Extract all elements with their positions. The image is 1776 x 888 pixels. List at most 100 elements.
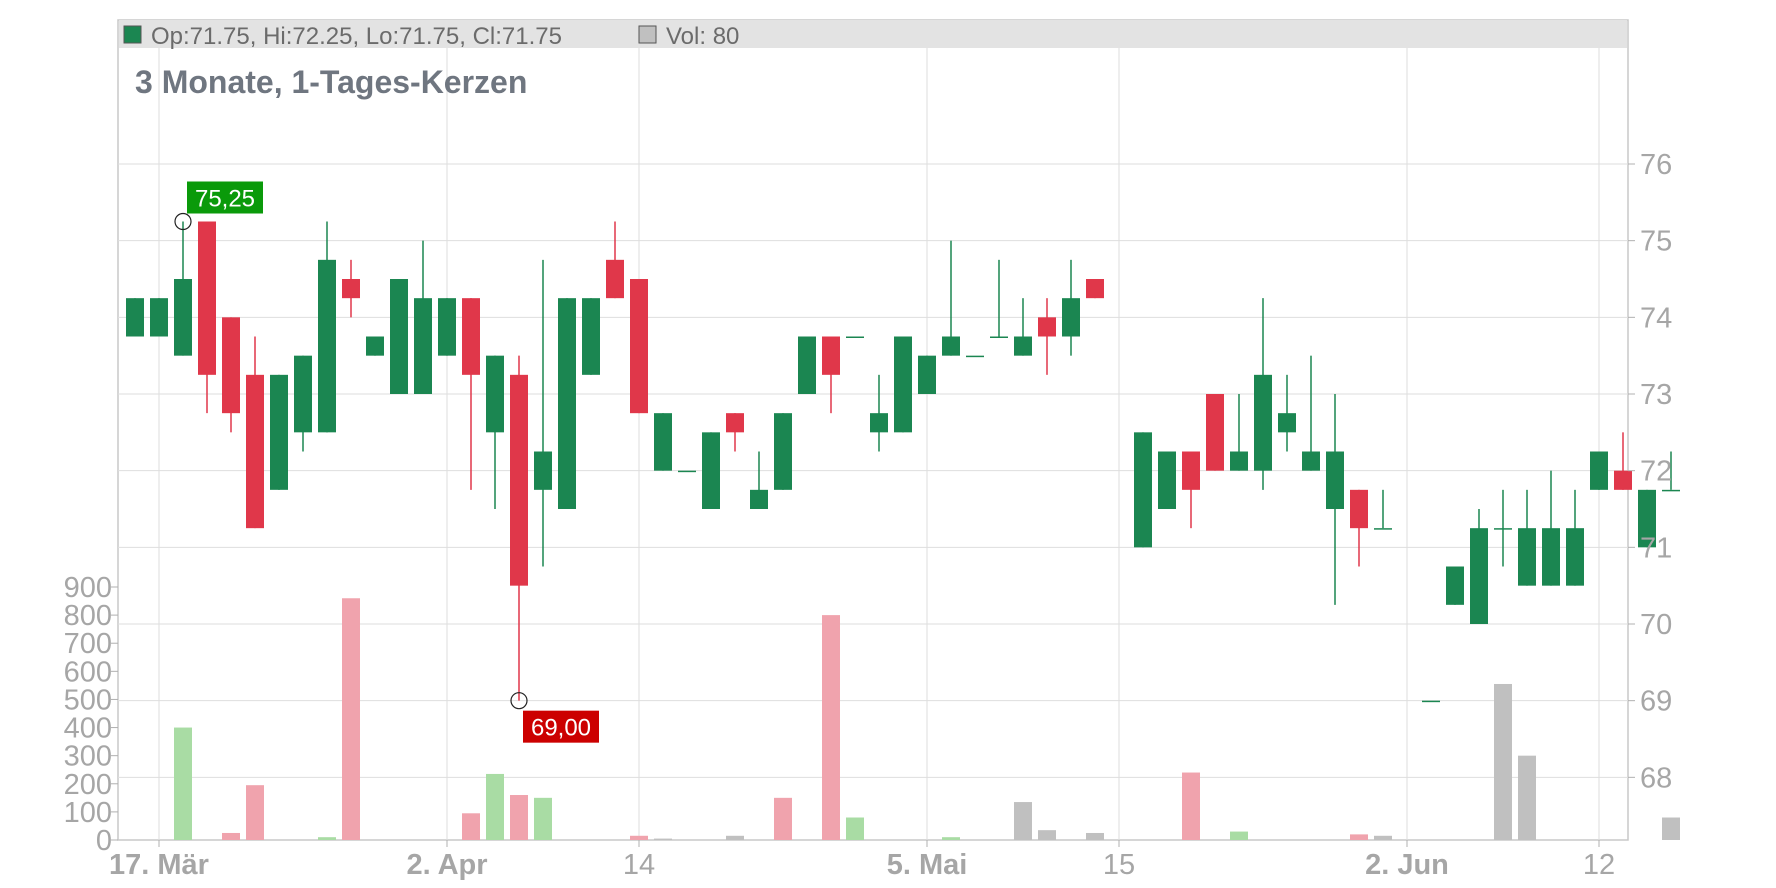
price-tick-label: 69 — [1640, 686, 1672, 718]
volume-tick-label: 800 — [64, 600, 112, 632]
candle-body — [1542, 528, 1560, 586]
candle — [1494, 489, 1512, 567]
price-tick-label: 68 — [1640, 762, 1672, 794]
candle-body — [1470, 528, 1488, 624]
volume-bar — [1230, 831, 1248, 840]
candle — [414, 240, 432, 394]
volume-bar — [1494, 683, 1512, 840]
volume-bar — [342, 598, 360, 840]
candle-body — [462, 298, 480, 375]
candle — [654, 413, 672, 471]
candle-body — [846, 336, 864, 338]
candle-body — [726, 413, 744, 433]
candle — [390, 279, 408, 394]
volume-bar — [318, 837, 336, 840]
candle-body — [990, 336, 1008, 338]
candle — [726, 413, 744, 452]
candle-body — [270, 374, 288, 490]
candle-body — [390, 279, 408, 394]
candle-body — [1326, 451, 1344, 509]
candle-body — [1206, 394, 1224, 471]
candle-body — [1422, 700, 1440, 703]
candle-body — [174, 279, 192, 356]
candle — [678, 470, 696, 473]
volume-bar — [1518, 755, 1536, 840]
candle-body — [822, 336, 840, 375]
candle — [606, 221, 624, 299]
volume-bar — [726, 835, 744, 840]
candle — [558, 298, 576, 509]
candle — [1278, 374, 1296, 452]
volume-bar — [654, 838, 672, 840]
price-tick-label: 74 — [1640, 302, 1672, 334]
candle — [1542, 470, 1560, 586]
candle-body — [558, 298, 576, 509]
candle-body — [414, 298, 432, 394]
candle-body — [342, 279, 360, 299]
date-tick-label: 12 — [1583, 849, 1615, 881]
candle-body — [1446, 566, 1464, 605]
candle — [870, 374, 888, 452]
low-label: 69,00 — [531, 715, 591, 742]
date-tick-label: 2. Jun — [1365, 849, 1449, 881]
candle — [366, 336, 384, 356]
candle-body — [1638, 489, 1656, 548]
candle — [318, 221, 336, 433]
volume-bar — [846, 817, 864, 840]
annotations: 75,25 69,00 — [174, 181, 599, 743]
candle-body — [654, 413, 672, 471]
candle — [1374, 489, 1392, 530]
candle-body — [1230, 451, 1248, 471]
ohlc-swatch — [123, 25, 142, 44]
volume-legend-text: Vol: 80 — [666, 23, 739, 50]
candle-body — [126, 298, 144, 337]
volume-tick-label: 400 — [64, 713, 112, 745]
legend-bar — [119, 20, 1627, 48]
high-label: 75,25 — [195, 186, 255, 213]
candle-body — [486, 355, 504, 433]
candle-body — [1302, 451, 1320, 471]
candle — [1350, 489, 1368, 567]
candle-body — [1278, 413, 1296, 433]
volume-bar — [486, 773, 504, 840]
candle — [438, 298, 456, 356]
candle — [150, 298, 168, 337]
candle — [174, 221, 192, 356]
candle-body — [942, 336, 960, 356]
candles — [126, 221, 1680, 703]
volume-bar — [1350, 834, 1368, 840]
candle-body — [534, 451, 552, 490]
candle-body — [870, 413, 888, 433]
volume-tick-label: 0 — [96, 825, 112, 857]
candle-body — [630, 279, 648, 414]
volume-bar — [1038, 830, 1056, 840]
volume-bar — [1662, 817, 1680, 840]
candle-body — [1062, 298, 1080, 337]
candle-body — [1038, 317, 1056, 337]
candle-body — [678, 470, 696, 473]
candle — [270, 374, 288, 490]
candle — [1470, 509, 1488, 624]
high-label-box — [187, 181, 263, 214]
volume-swatch — [638, 25, 657, 44]
candle — [1062, 259, 1080, 356]
candle — [750, 451, 768, 509]
volume-bar — [462, 813, 480, 840]
volume-bar — [174, 727, 192, 840]
candle — [534, 259, 552, 567]
candle-body — [1182, 451, 1200, 490]
price-tick-label: 73 — [1640, 379, 1672, 411]
candle-body — [1518, 528, 1536, 586]
volume-tick-label: 200 — [64, 769, 112, 801]
candle-body — [318, 259, 336, 433]
volume-bar — [822, 615, 840, 840]
candle-body — [246, 374, 264, 529]
candle-body — [1374, 528, 1392, 530]
price-tick-label: 71 — [1640, 532, 1672, 564]
candle — [1614, 432, 1632, 490]
candle — [846, 336, 864, 338]
candle-body — [774, 413, 792, 490]
candle — [126, 298, 144, 337]
